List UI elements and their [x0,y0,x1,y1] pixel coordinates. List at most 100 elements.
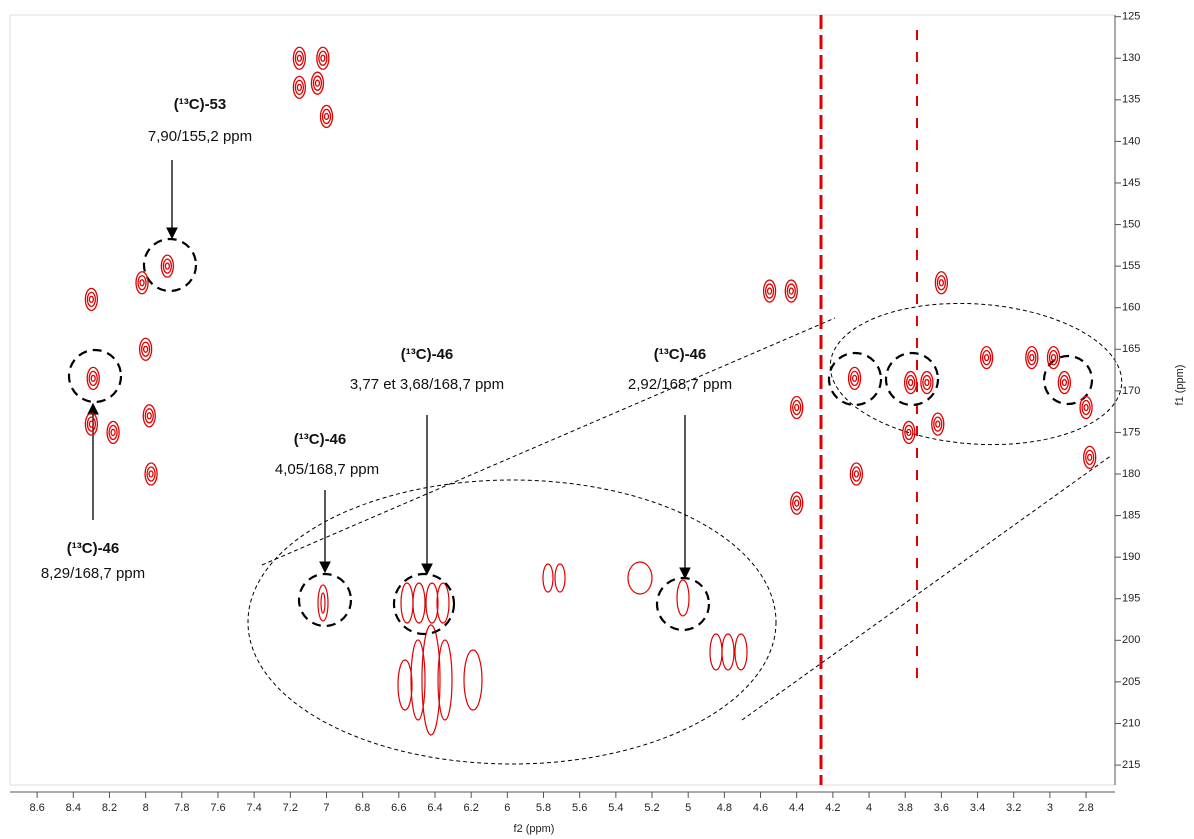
contour-ring [137,275,147,291]
contour-ring [146,412,152,420]
peak [1046,345,1061,370]
y-tick-label: 135 [1122,94,1140,106]
contour-ring [296,83,303,91]
contour-ring [790,395,804,420]
x-tick-label: 7.4 [247,802,262,814]
contour-ring [849,370,860,387]
x-tick-label: 5.2 [644,802,659,814]
contour-ring [138,337,153,361]
peak [790,491,804,515]
y-tick-label: 190 [1122,551,1140,563]
x-tick-label: 7 [323,802,329,814]
contour-ring [323,112,330,121]
x-tick-label: 2.8 [1078,802,1093,814]
contour-ring [146,466,156,482]
peak [138,337,153,361]
x-tick-label: 8.4 [66,802,81,814]
zoom-line [741,454,1113,721]
peak [979,345,994,370]
contour-ring [294,79,305,95]
contour-ring [853,470,860,478]
x-tick-label: 4.4 [789,802,804,814]
contour-ring [1057,370,1072,395]
annotation-label: (¹³C)-53 [174,96,227,113]
contour-ring [310,71,325,95]
contour-ring [106,420,120,445]
x-tick-label: 4.2 [825,802,840,814]
contour-ring [1061,378,1068,387]
y-tick-label: 130 [1122,52,1140,64]
inset-contours [317,561,748,736]
y-tick-label: 145 [1122,177,1140,189]
x-tick-label: 8.6 [29,802,44,814]
contour-ring [296,54,303,62]
annotation-label: (¹³C)-46 [67,540,120,557]
contour-ring [1027,349,1037,366]
contour-ring [312,75,323,91]
contour-ring [314,79,321,87]
contour-ring [320,54,326,62]
x-tick-label: 8.2 [102,802,117,814]
contour-ring [148,470,154,478]
contour-ring [851,466,862,482]
contour-ring [142,345,149,353]
x-tick-label: 4.6 [753,802,768,814]
annotation-label: (¹³C)-46 [294,431,347,448]
peak [144,462,158,486]
contour-ring [983,353,990,362]
y-axis-label: f1 (ppm) [1174,365,1186,406]
annotation-text: 3,77 et 3,68/168,7 ppm [350,376,504,393]
contour-ring [1048,349,1059,366]
contour-ring [924,378,930,387]
y-tick-label: 210 [1122,717,1140,729]
y-tick-label: 205 [1122,676,1140,688]
peak [847,366,862,391]
x-tick-label: 3.8 [898,802,913,814]
zoom-line [261,317,836,566]
contour-ring [142,404,156,428]
contour-ring [321,108,332,125]
peak [903,370,918,395]
contour-ring [164,262,170,270]
x-tick-label: 3.4 [970,802,985,814]
contour-ring [1046,345,1061,370]
contour-ring [139,279,145,287]
contour-ring [847,366,862,391]
contour-ring [1085,449,1095,466]
x-axis-label: f2 (ppm) [514,823,555,835]
peak [1025,345,1039,370]
contour-ring [851,374,858,383]
contour-ring [903,370,918,395]
contour-ring [160,254,174,278]
y-tick-label: 215 [1122,759,1140,771]
contour-ring [316,46,330,70]
contour-ring [792,495,802,511]
contour-ring [933,416,943,432]
contour-ring [1083,445,1097,470]
contour-ring [938,279,945,287]
peak [142,404,156,428]
peak [762,279,777,303]
contour-ring [1050,353,1057,362]
contour-ring [162,258,172,274]
contour-ring [1059,374,1070,391]
contour-ring [934,271,949,295]
y-tick-label: 175 [1122,426,1140,438]
contour-ring [904,424,914,441]
peak [135,271,149,295]
contour-ring [140,341,151,357]
contour-ring [786,283,796,299]
peak [849,462,864,486]
x-tick-label: 3.6 [934,802,949,814]
contour-ring [906,428,912,437]
x-tick-label: 5.6 [572,802,587,814]
x-tick-label: 7.8 [174,802,189,814]
contour-ring [86,366,100,391]
y-tick-label: 150 [1122,218,1140,230]
x-tick-label: 4.8 [717,802,732,814]
y-tick-label: 195 [1122,593,1140,605]
contour-ring [981,349,992,366]
y-tick-label: 125 [1122,11,1140,23]
peak [292,75,307,99]
contour-ring [88,370,98,387]
